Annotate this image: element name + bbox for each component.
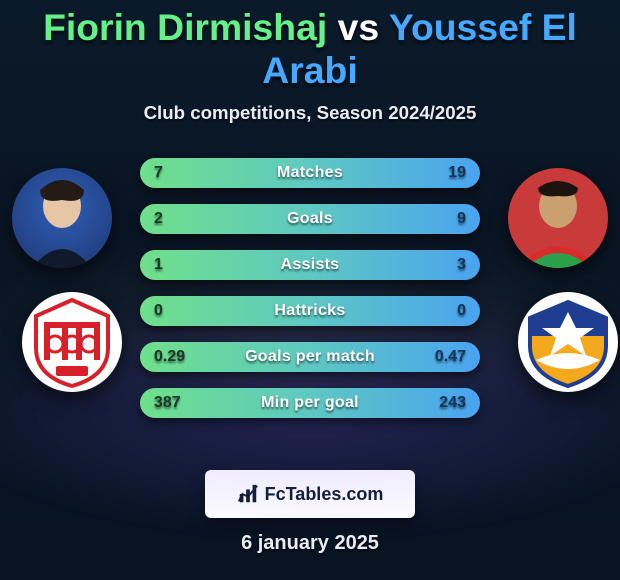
stat-bar-matches: 7 Matches 19 <box>140 158 480 188</box>
stat-right-value: 3 <box>457 256 466 274</box>
source-badge-text: FcTables.com <box>265 484 384 505</box>
stat-left-value: 0 <box>154 302 163 320</box>
stat-label: Matches <box>277 164 343 182</box>
stat-label: Goals <box>287 210 333 228</box>
page-title: Fiorin Dirmishaj vs Youssef El Arabi <box>0 0 620 92</box>
subtitle: Club competitions, Season 2024/2025 <box>0 102 620 124</box>
player-2-club-badge <box>518 292 618 392</box>
stat-bar-goals-per-match: 0.29 Goals per match 0.47 <box>140 342 480 372</box>
title-player-1: Fiorin Dirmishaj <box>43 6 327 48</box>
stat-label: Hattricks <box>274 302 345 320</box>
stat-bar-min-per-goal: 387 Min per goal 243 <box>140 388 480 418</box>
source-badge: FcTables.com <box>205 470 415 518</box>
stat-left-value: 2 <box>154 210 163 228</box>
stat-left-value: 0.29 <box>154 348 185 366</box>
stat-bar-hattricks: 0 Hattricks 0 <box>140 296 480 326</box>
stat-label: Goals per match <box>245 348 375 366</box>
stat-left-value: 7 <box>154 164 163 182</box>
player-2-avatar <box>508 168 608 268</box>
stat-right-value: 243 <box>439 394 466 412</box>
stat-left-value: 1 <box>154 256 163 274</box>
player-1-avatar <box>12 168 112 268</box>
stat-label: Min per goal <box>261 394 359 412</box>
stat-right-value: 0.47 <box>435 348 466 366</box>
title-vs: vs <box>338 6 380 48</box>
stat-right-value: 0 <box>457 302 466 320</box>
stat-right-value: 19 <box>448 164 466 182</box>
date-text: 6 january 2025 <box>0 532 620 555</box>
chart-icon <box>237 483 259 505</box>
comparison-arena: 7 Matches 19 2 Goals 9 1 Assists 3 0 Hat… <box>0 150 620 450</box>
stat-label: Assists <box>280 256 339 274</box>
stat-right-value: 9 <box>457 210 466 228</box>
stat-left-value: 387 <box>154 394 181 412</box>
stat-bar-assists: 1 Assists 3 <box>140 250 480 280</box>
player-1-club-badge <box>22 292 122 392</box>
stat-bars: 7 Matches 19 2 Goals 9 1 Assists 3 0 Hat… <box>140 158 480 418</box>
stat-bar-goals: 2 Goals 9 <box>140 204 480 234</box>
